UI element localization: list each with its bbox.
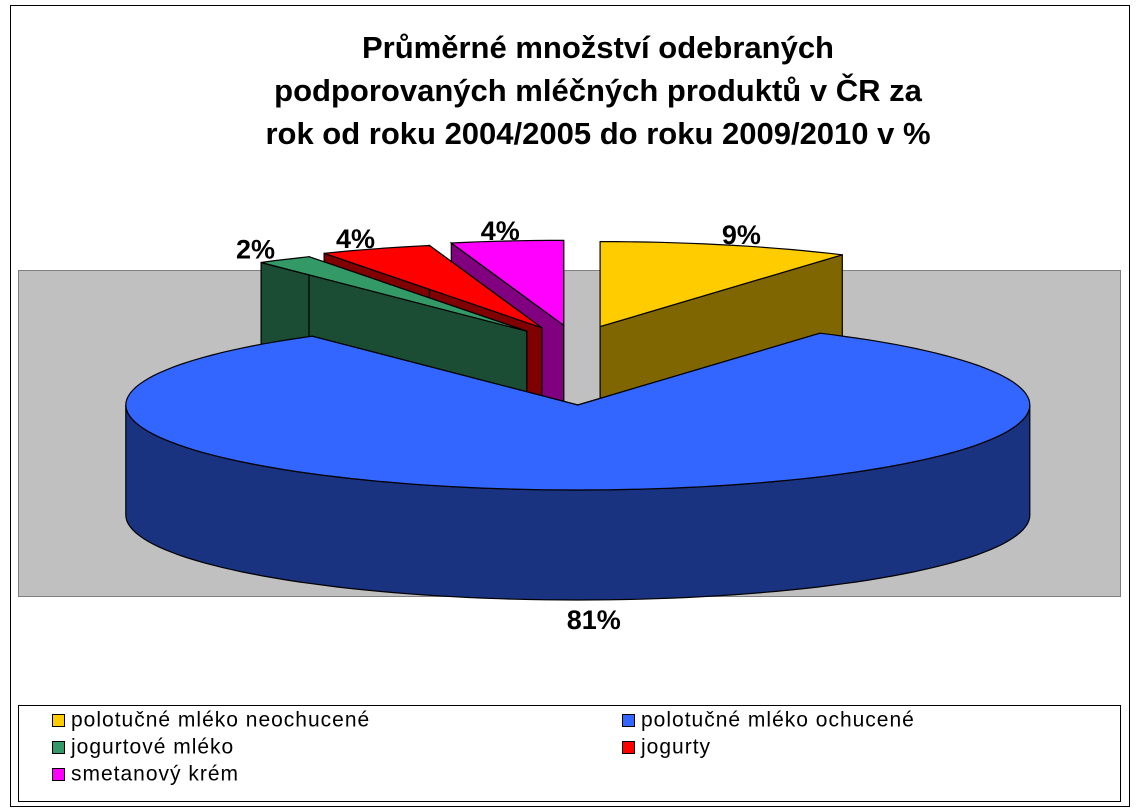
legend-swatch bbox=[52, 714, 65, 727]
slice bbox=[260, 256, 527, 332]
slice bbox=[449, 239, 565, 327]
chart-title: rok od roku 2004/2005 do roku 2009/2010 … bbox=[265, 116, 930, 151]
value-label: 2% bbox=[236, 235, 275, 265]
legend-label: jogurtové mléko bbox=[70, 736, 234, 759]
chart-title: podporovaných mléčných produktů v ČR za bbox=[274, 72, 922, 108]
slice bbox=[599, 241, 843, 328]
legend-box bbox=[18, 705, 1121, 802]
value-label: 4% bbox=[481, 216, 520, 246]
value-label: 9% bbox=[722, 220, 761, 250]
legend-label: jogurty bbox=[640, 736, 711, 759]
chart-title: Průměrné množství odebraných bbox=[362, 30, 834, 65]
value-label: 4% bbox=[336, 224, 375, 254]
value-label: 81% bbox=[567, 605, 621, 635]
slice bbox=[125, 332, 1031, 491]
legend-label: smetanový krém bbox=[71, 763, 239, 786]
legend-label: polotučné mléko ochucené bbox=[641, 709, 915, 732]
legend-label: polotučné mléko neochucené bbox=[71, 709, 370, 732]
legend-swatch bbox=[52, 768, 65, 781]
legend-swatch bbox=[622, 741, 635, 754]
legend-swatch bbox=[52, 741, 65, 754]
pie bbox=[125, 239, 1031, 601]
legend-swatch bbox=[622, 714, 635, 727]
slice bbox=[323, 244, 543, 329]
